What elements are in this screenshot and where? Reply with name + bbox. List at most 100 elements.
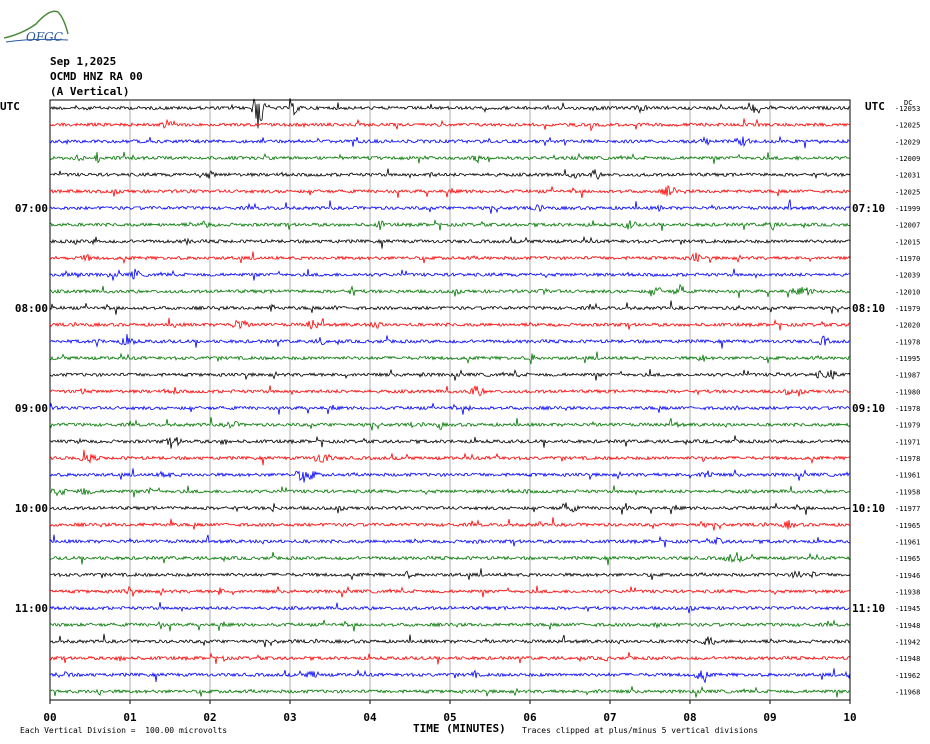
x-tick-label: 09 [763,711,776,724]
seismic-trace [49,351,851,365]
seismic-trace [49,435,851,449]
x-tick-label: 01 [123,711,137,724]
dc-offset-label: -11978 [895,405,920,413]
seismic-trace [49,602,851,614]
seismic-trace [49,449,851,466]
dc-offset-label: -11942 [895,638,920,646]
header-date: Sep 1,2025 [50,55,117,68]
left-time-label: 10:00 [15,502,48,515]
dc-offset-label: -12009 [895,155,920,163]
dc-offset-label: -12031 [895,172,920,180]
seismic-trace [49,633,851,648]
seismic-trace [49,485,851,498]
x-tick-label: 05 [443,711,456,724]
dc-offset-label: -12015 [895,238,920,246]
x-tick-label: 08 [683,711,696,724]
seismic-trace [49,568,851,581]
seismic-trace [49,235,851,249]
dc-offset-label: -11948 [895,622,920,630]
header-station: OCMD HNZ RA 00 [50,70,143,83]
seismic-trace [49,218,851,232]
seismic-trace [49,668,851,684]
dc-offset-label: -11979 [895,422,920,430]
seismic-trace [49,199,851,214]
dc-offset-label: -12025 [895,188,920,196]
seismic-trace [49,402,851,415]
dc-offset-label: -11945 [895,605,920,613]
x-tick-label: 02 [203,711,216,724]
dc-offset-label: -11970 [895,255,920,263]
seismic-trace [49,417,851,431]
seismic-trace [49,151,851,165]
dc-offset-label: -11965 [895,522,920,530]
dc-offset-label: -11971 [895,438,920,446]
ofgc-logo: OFGC [3,10,69,44]
dc-offset-label: -11948 [895,655,920,663]
left-time-label: 08:00 [15,302,48,315]
x-tick-label: 10 [843,711,856,724]
seismic-trace [49,534,851,548]
clip-note: Traces clipped at plus/minus 5 vertical … [522,726,759,735]
seismic-trace [49,98,851,129]
dc-offset-label: -11979 [895,305,920,313]
dc-offset-label: -12007 [895,222,920,230]
dc-offset-label: -11980 [895,388,920,396]
dc-offset-label: -11946 [895,572,920,580]
seismic-trace [49,184,851,199]
dc-offset-label: -12039 [895,272,920,280]
seismic-trace [49,300,851,315]
seismic-trace [49,268,851,281]
seismic-trace [49,517,851,531]
dc-offset-label: -11978 [895,455,920,463]
scale-note: Each Vertical Division = 100.00 microvol… [20,726,228,735]
left-utc-label: UTC [0,100,20,113]
dc-offset-label: -12025 [895,122,920,130]
dc-offset-label: -11965 [895,555,920,563]
seismic-trace [49,685,851,698]
dc-offset-label: -11978 [895,338,920,346]
right-time-label: 11:10 [852,602,885,615]
seismic-trace [49,334,851,349]
seismic-trace [49,468,851,483]
seismic-trace [49,168,851,180]
right-utc-label: UTC [865,100,885,113]
dc-offset-label: -11995 [895,355,920,363]
dc-label: DC [904,99,913,107]
x-axis-label: TIME (MINUTES) [413,722,506,735]
seismic-trace [49,652,851,665]
right-time-label: 08:10 [852,302,885,315]
header-component: (A Vertical) [50,85,130,98]
x-tick-label: 06 [523,711,537,724]
seismic-trace [49,619,851,632]
dc-offset-label: -11938 [895,588,920,596]
right-time-label: 10:10 [852,502,885,515]
right-time-label: 07:10 [852,202,885,215]
dc-offset-label: -12053 [895,105,920,113]
seismic-trace [49,317,851,331]
seismic-trace [49,251,851,265]
dc-offset-label: -11987 [895,372,920,380]
dc-offset-label: -11958 [895,488,920,496]
left-time-label: 07:00 [15,202,48,215]
left-time-label: 11:00 [15,602,48,615]
dc-offset-label: -12020 [895,322,920,330]
x-tick-label: 00 [43,711,56,724]
seismic-trace [49,118,851,132]
dc-offset-label: -12010 [895,288,920,296]
left-time-label: 09:00 [15,402,48,415]
seismic-trace [49,368,851,381]
x-tick-label: 03 [283,711,296,724]
seismic-trace [49,384,851,397]
logo-text: OFGC [26,30,63,44]
dc-offset-label: -12029 [895,138,920,146]
seismic-trace [49,502,851,515]
right-time-label: 09:10 [852,402,885,415]
dc-offset-label: -11961 [895,472,920,480]
seismic-trace [49,283,851,298]
dc-offset-label: -11968 [895,688,920,696]
x-tick-label: 04 [363,711,377,724]
x-tick-label: 07 [603,711,616,724]
dc-offset-label: -11977 [895,505,920,513]
seismic-trace [49,585,851,598]
